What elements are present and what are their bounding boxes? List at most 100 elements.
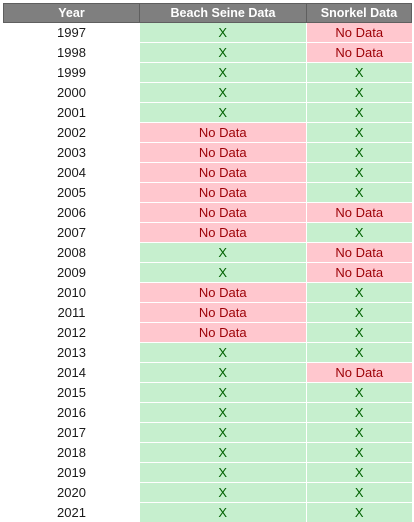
beach-seine-column-header: Beach Seine Data <box>140 4 307 23</box>
year-cell: 2000 <box>4 83 140 103</box>
snorkel-cell: No Data <box>307 263 412 283</box>
beach-seine-cell: X <box>140 403 307 423</box>
beach-seine-cell: X <box>140 263 307 283</box>
beach-seine-cell: X <box>140 43 307 63</box>
snorkel-cell: X <box>307 223 412 243</box>
year-cell: 1997 <box>4 23 140 43</box>
year-cell: 2003 <box>4 143 140 163</box>
year-cell: 2007 <box>4 223 140 243</box>
snorkel-cell: X <box>307 323 412 343</box>
snorkel-cell: X <box>307 123 412 143</box>
beach-seine-cell: X <box>140 343 307 363</box>
beach-seine-cell: No Data <box>140 183 307 203</box>
beach-seine-cell: No Data <box>140 303 307 323</box>
snorkel-cell: X <box>307 63 412 83</box>
beach-seine-cell: X <box>140 423 307 443</box>
beach-seine-cell: No Data <box>140 323 307 343</box>
year-cell: 2011 <box>4 303 140 323</box>
snorkel-cell: X <box>307 303 412 323</box>
beach-seine-cell: X <box>140 443 307 463</box>
year-cell: 2021 <box>4 503 140 522</box>
year-cell: 2010 <box>4 283 140 303</box>
snorkel-cell: X <box>307 403 412 423</box>
snorkel-cell: X <box>307 143 412 163</box>
header-row: Year Beach Seine Data Snorkel Data <box>4 4 412 23</box>
beach-seine-cell: No Data <box>140 223 307 243</box>
snorkel-cell: X <box>307 83 412 103</box>
beach-seine-cell: No Data <box>140 143 307 163</box>
beach-seine-cell: X <box>140 463 307 483</box>
beach-seine-cell: X <box>140 383 307 403</box>
beach-seine-cell: X <box>140 83 307 103</box>
year-cell: 2009 <box>4 263 140 283</box>
beach-seine-cell: X <box>140 103 307 123</box>
snorkel-cell: No Data <box>307 43 412 63</box>
year-cell: 2013 <box>4 343 140 363</box>
year-cell: 2005 <box>4 183 140 203</box>
snorkel-cell: X <box>307 283 412 303</box>
snorkel-cell: X <box>307 163 412 183</box>
beach-seine-cell: No Data <box>140 203 307 223</box>
snorkel-cell: No Data <box>307 363 412 383</box>
snorkel-cell: X <box>307 463 412 483</box>
year-cell: 2012 <box>4 323 140 343</box>
year-cell: 2016 <box>4 403 140 423</box>
beach-seine-cell: No Data <box>140 283 307 303</box>
year-cell: 2014 <box>4 363 140 383</box>
year-cell: 2015 <box>4 383 140 403</box>
year-cell: 2001 <box>4 103 140 123</box>
year-cell: 2019 <box>4 463 140 483</box>
beach-seine-cell: X <box>140 23 307 43</box>
snorkel-cell: X <box>307 183 412 203</box>
year-cell: 2004 <box>4 163 140 183</box>
year-cell: 2006 <box>4 203 140 223</box>
year-cell: 2018 <box>4 443 140 463</box>
year-cell: 2017 <box>4 423 140 443</box>
year-cell: 2020 <box>4 483 140 503</box>
year-cell: 2008 <box>4 243 140 263</box>
beach-seine-cell: No Data <box>140 123 307 143</box>
snorkel-cell: X <box>307 383 412 403</box>
snorkel-cell: No Data <box>307 23 412 43</box>
snorkel-cell: X <box>307 103 412 123</box>
beach-seine-cell: X <box>140 63 307 83</box>
snorkel-cell: X <box>307 443 412 463</box>
snorkel-cell: X <box>307 483 412 503</box>
beach-seine-cell: X <box>140 243 307 263</box>
snorkel-cell: No Data <box>307 203 412 223</box>
beach-seine-cell: X <box>140 363 307 383</box>
year-cell: 2002 <box>4 123 140 143</box>
snorkel-cell: X <box>307 503 412 522</box>
year-column-header: Year <box>4 4 140 23</box>
snorkel-cell: X <box>307 423 412 443</box>
beach-seine-cell: X <box>140 483 307 503</box>
beach-seine-cell: X <box>140 503 307 522</box>
year-cell: 1999 <box>4 63 140 83</box>
